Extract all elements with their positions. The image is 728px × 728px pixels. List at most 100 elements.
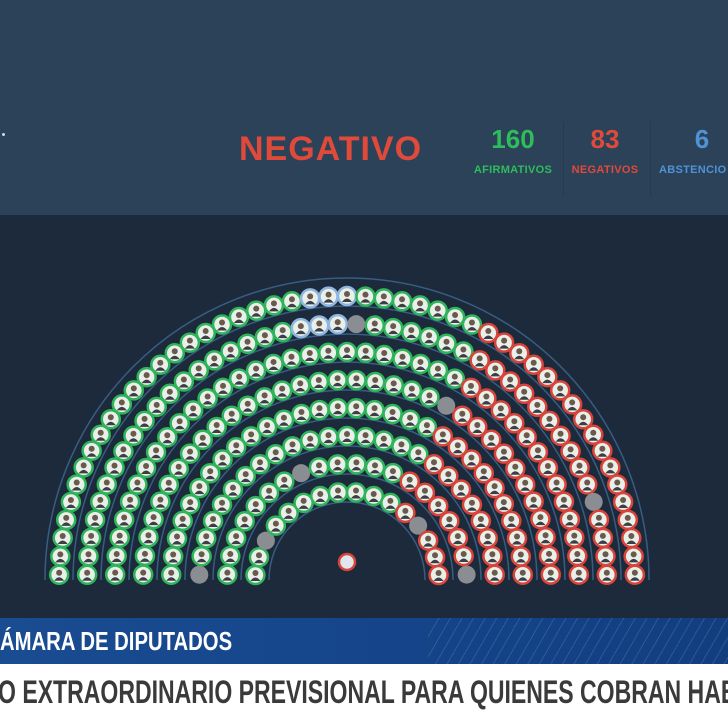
seat-negativo <box>572 408 594 430</box>
avatar-body-icon <box>486 442 497 446</box>
seat-ausente <box>292 464 311 483</box>
avatar-body-icon <box>139 558 150 562</box>
seat-afirmativo <box>355 342 376 364</box>
avatar-body-icon <box>283 515 294 519</box>
avatar-body-icon <box>564 521 575 526</box>
avatar-head-icon <box>219 319 226 326</box>
avatar-head-icon <box>298 408 305 415</box>
avatar-body-icon <box>578 421 589 426</box>
avatar-body-icon <box>196 558 207 563</box>
seat-afirmativo <box>145 441 167 463</box>
seat-afirmativo <box>189 477 210 499</box>
avatar-body-icon <box>185 456 196 460</box>
avatar-head-icon <box>547 569 554 576</box>
avatar-body-icon <box>528 504 539 508</box>
seat-afirmativo <box>382 462 404 484</box>
seat-afirmativo <box>211 314 233 335</box>
seat-afirmativo <box>182 400 204 421</box>
seat-afirmativo <box>96 474 118 495</box>
seat-afirmativo <box>245 360 267 381</box>
avatar-head-icon <box>484 533 491 540</box>
avatar-head-icon <box>120 446 127 453</box>
avatar-head-icon <box>141 415 148 422</box>
avatar-head-icon <box>202 328 209 335</box>
headline-bar: O EXTRAORDINARIO PREVISIONAL PARA QUIENE… <box>0 664 728 728</box>
avatar-head-icon <box>575 569 582 576</box>
headline-text: O EXTRAORDINARIO PREVISIONAL PARA QUIENE… <box>0 674 728 710</box>
seat-negativo <box>453 545 474 567</box>
seat-negativo <box>493 443 515 464</box>
avatar-head-icon <box>210 515 217 522</box>
seat-afirmativo <box>76 564 98 585</box>
avatar-body-icon <box>396 448 407 453</box>
avatar-body-icon <box>332 326 343 331</box>
avatar-head-icon <box>362 432 369 439</box>
seat-afirmativo <box>308 457 330 478</box>
avatar-body-icon <box>227 492 238 496</box>
seat-afirmativo <box>73 457 94 478</box>
avatar-head-icon <box>458 484 465 491</box>
seat-negativo <box>484 564 505 585</box>
avatar-body-icon <box>110 577 121 581</box>
avatar-body-icon <box>369 412 380 417</box>
avatar-head-icon <box>353 375 360 382</box>
avatar-head-icon <box>408 327 415 334</box>
avatar-head-icon <box>272 520 279 527</box>
avatar-body-icon <box>475 523 486 527</box>
avatar-body-icon <box>555 438 566 442</box>
avatar-head-icon <box>84 569 91 576</box>
row-divider-arc <box>184 417 510 581</box>
avatar-body-icon <box>169 355 180 360</box>
avatar-body-icon <box>387 475 398 480</box>
seat-afirmativo <box>111 394 133 415</box>
avatar-head-icon <box>266 487 273 494</box>
avatar-head-icon <box>628 533 635 540</box>
avatar-body-icon <box>185 506 196 511</box>
seat-afirmativo <box>80 527 102 549</box>
seat-negativo <box>427 495 449 517</box>
avatar-head-icon <box>542 532 549 539</box>
avatar-body-icon <box>250 508 261 513</box>
avatar-body-icon <box>629 577 640 581</box>
avatar-body-icon <box>466 462 477 466</box>
seat-afirmativo <box>291 403 312 425</box>
seat-afirmativo <box>278 502 299 524</box>
avatar-body-icon <box>443 478 454 483</box>
president-seat <box>337 552 357 572</box>
seat-afirmativo <box>245 495 267 517</box>
seat-afirmativo <box>408 444 429 465</box>
seat-afirmativo <box>168 458 189 479</box>
seat-negativo <box>624 564 646 586</box>
seat-negativo <box>417 530 439 551</box>
avatar-body-icon <box>406 393 417 397</box>
seat-negativo <box>428 564 449 586</box>
avatar-body-icon <box>332 494 343 499</box>
seat-abstencion <box>318 286 339 307</box>
avatar-head-icon <box>353 459 360 466</box>
avatar-body-icon <box>251 373 262 377</box>
seat-afirmativo <box>382 403 403 425</box>
avatar-body-icon <box>573 577 584 581</box>
avatar-body-icon <box>151 409 162 413</box>
avatar-body-icon <box>520 487 531 491</box>
avatar-body-icon <box>323 355 334 359</box>
avatar-head-icon <box>88 532 95 539</box>
avatar-body-icon <box>360 439 371 444</box>
seat-negativo <box>499 371 521 392</box>
seat-afirmativo <box>132 564 154 585</box>
avatar-head-icon <box>584 479 591 486</box>
avatar-head-icon <box>371 320 378 327</box>
avatar-head-icon <box>514 533 521 540</box>
seat-afirmativo <box>228 306 250 328</box>
avatar-head-icon <box>491 483 498 490</box>
avatar-head-icon <box>415 449 422 456</box>
avatar-head-icon <box>248 431 255 438</box>
seat-negativo <box>505 458 526 479</box>
avatar-head-icon <box>595 514 602 521</box>
avatar-body-icon <box>177 523 188 527</box>
seat-afirmativo <box>265 444 286 465</box>
avatar-body-icon <box>240 478 251 483</box>
seat-afirmativo <box>392 348 413 369</box>
avatar-head-icon <box>468 499 475 506</box>
avatar-head-icon <box>399 296 406 303</box>
